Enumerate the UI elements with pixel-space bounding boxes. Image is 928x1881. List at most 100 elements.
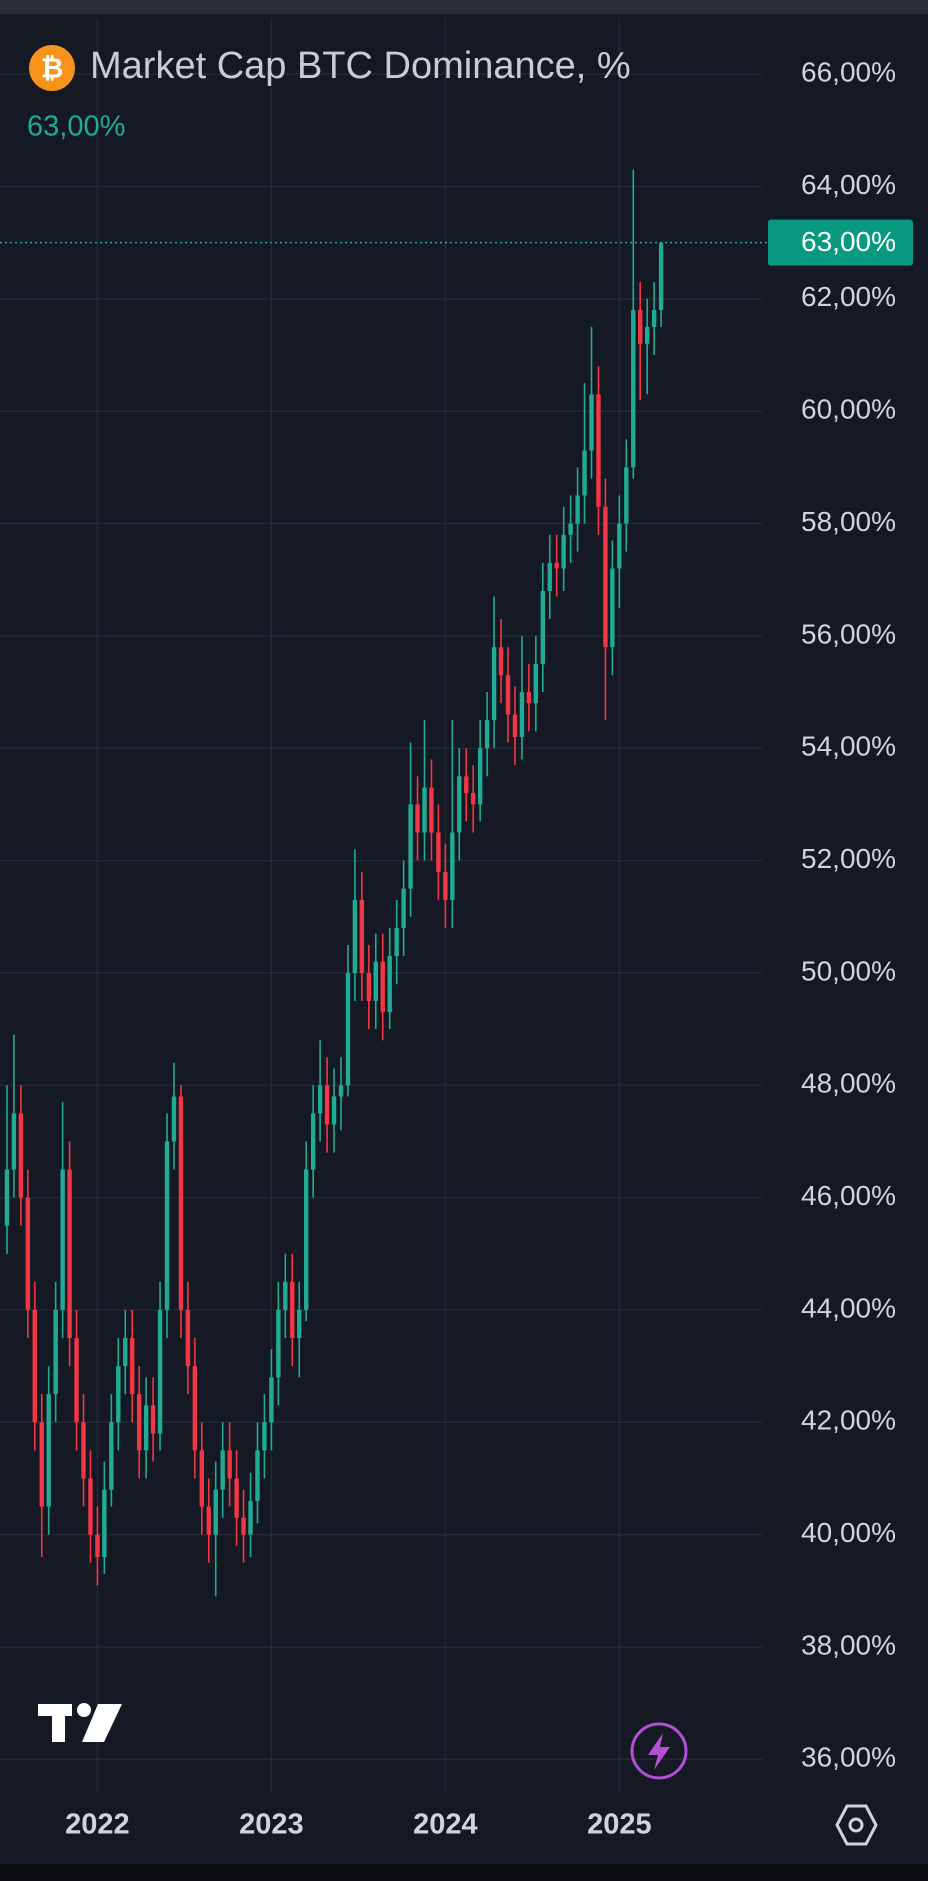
candle-body bbox=[32, 1309, 37, 1423]
candle-body bbox=[220, 1450, 225, 1490]
candle-body bbox=[25, 1197, 31, 1310]
candle-body bbox=[443, 871, 448, 900]
candle-body bbox=[651, 310, 657, 327]
candle-body bbox=[39, 1422, 44, 1507]
candle-body bbox=[561, 534, 566, 569]
candle-body bbox=[589, 394, 594, 451]
y-tick-label: 60,00% bbox=[801, 394, 896, 425]
candle-body bbox=[547, 562, 552, 591]
y-tick-label: 50,00% bbox=[801, 955, 896, 986]
candle-body bbox=[157, 1309, 163, 1434]
candle-body bbox=[422, 787, 427, 833]
settings-button[interactable] bbox=[835, 1804, 878, 1846]
candle-body bbox=[471, 793, 476, 805]
candle-body bbox=[498, 647, 504, 676]
candle-body bbox=[638, 310, 643, 344]
y-tick-label: 64,00% bbox=[801, 169, 896, 200]
candle-body bbox=[310, 1113, 316, 1170]
candle-body bbox=[624, 467, 629, 524]
candle-body bbox=[491, 647, 497, 721]
y-tick-label: 46,00% bbox=[801, 1180, 896, 1211]
lightning-button[interactable] bbox=[630, 1722, 688, 1780]
candle-body bbox=[533, 663, 539, 704]
header-value: 63,00% bbox=[27, 111, 125, 143]
candle-body bbox=[429, 787, 434, 833]
y-tick-label: 40,00% bbox=[801, 1517, 896, 1548]
candle-body bbox=[46, 1394, 51, 1507]
candle-body bbox=[241, 1517, 246, 1535]
candle-body bbox=[582, 450, 587, 496]
candle-body bbox=[11, 1113, 17, 1170]
candle-body bbox=[415, 804, 420, 833]
candle-body bbox=[276, 1309, 281, 1378]
candle-body bbox=[526, 692, 532, 704]
candle-body bbox=[575, 495, 580, 524]
chart-title: Market Cap BTC Dominance, % bbox=[90, 45, 631, 87]
candle-body bbox=[60, 1169, 65, 1310]
last-price-label: 63,00% bbox=[801, 226, 896, 257]
x-tick-label: 2024 bbox=[413, 1809, 478, 1841]
tradingview-logo bbox=[38, 1703, 122, 1742]
svg-text:₿: ₿ bbox=[41, 52, 64, 83]
candle-body bbox=[213, 1489, 218, 1535]
candles bbox=[4, 169, 664, 1597]
candle-body bbox=[199, 1450, 205, 1507]
y-tick-label: 66,00% bbox=[801, 57, 896, 88]
candle-body bbox=[53, 1309, 58, 1395]
y-tick-label: 56,00% bbox=[801, 618, 896, 649]
y-tick-label: 52,00% bbox=[801, 843, 896, 874]
candle-body bbox=[130, 1338, 135, 1395]
candle-body bbox=[540, 590, 545, 664]
candle-body bbox=[290, 1281, 295, 1339]
candle-body bbox=[380, 961, 385, 1013]
candle-body bbox=[450, 832, 455, 900]
candle-body bbox=[408, 804, 413, 889]
candle-body bbox=[262, 1422, 267, 1451]
x-tick-label: 2022 bbox=[65, 1809, 130, 1841]
y-tick-label: 36,00% bbox=[801, 1742, 896, 1773]
candle-body bbox=[74, 1338, 79, 1423]
candle-body bbox=[109, 1422, 114, 1490]
candle-body bbox=[18, 1113, 24, 1198]
candle-body bbox=[366, 972, 372, 1001]
candle-body bbox=[596, 394, 601, 507]
y-tick-label: 58,00% bbox=[801, 506, 896, 537]
candle-body bbox=[394, 927, 399, 957]
candle-body bbox=[345, 972, 351, 1086]
candle-body bbox=[373, 961, 378, 1001]
candle-body bbox=[227, 1450, 232, 1479]
candle-body bbox=[116, 1366, 121, 1423]
y-tick-label: 54,00% bbox=[801, 731, 896, 762]
candle-body bbox=[67, 1169, 72, 1339]
x-tick-label: 2023 bbox=[239, 1809, 304, 1841]
candle-body bbox=[178, 1096, 184, 1310]
candle-body bbox=[568, 523, 573, 535]
x-tick-label: 2025 bbox=[587, 1809, 652, 1841]
candle-body bbox=[185, 1309, 191, 1367]
candle-body bbox=[248, 1500, 253, 1535]
candle-body bbox=[164, 1141, 170, 1310]
candle-body bbox=[644, 326, 650, 344]
candle-body bbox=[352, 899, 358, 973]
candle-body bbox=[484, 720, 490, 749]
grid bbox=[0, 18, 762, 1793]
candle-body bbox=[464, 776, 469, 794]
candle-body bbox=[81, 1422, 86, 1479]
candle-body bbox=[631, 310, 636, 468]
candle-body bbox=[387, 956, 392, 1013]
y-tick-label: 42,00% bbox=[801, 1405, 896, 1436]
y-tick-label: 48,00% bbox=[801, 1068, 896, 1099]
top-strip bbox=[0, 0, 928, 14]
candle-body bbox=[359, 899, 365, 973]
candle-body bbox=[123, 1338, 128, 1367]
candle-body bbox=[617, 523, 622, 569]
candle-body bbox=[88, 1478, 93, 1535]
candle-body bbox=[505, 675, 511, 715]
y-tick-label: 62,00% bbox=[801, 281, 896, 312]
candle-body bbox=[283, 1281, 288, 1310]
candle-body bbox=[206, 1506, 211, 1535]
candle-body bbox=[436, 832, 441, 872]
bottom-strip bbox=[0, 1864, 928, 1881]
